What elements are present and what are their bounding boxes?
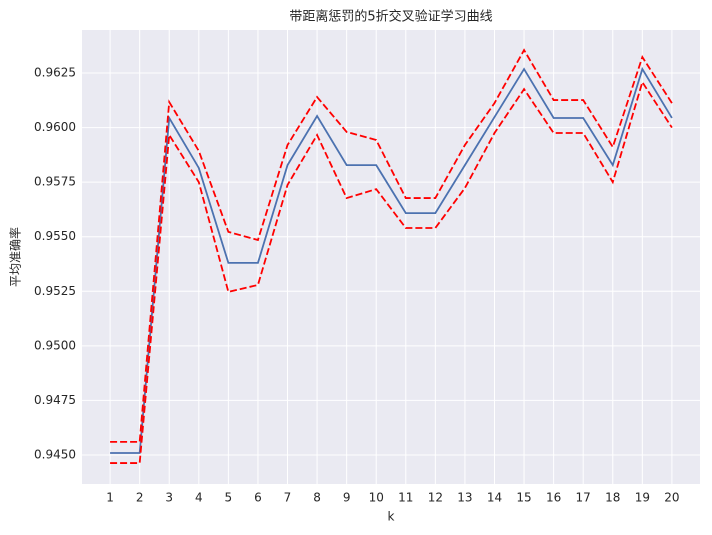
x-tick-label: 3: [165, 491, 173, 505]
y-tick-label: 0.9625: [34, 65, 76, 79]
x-tick-label: 5: [225, 491, 233, 505]
x-tick-label: 19: [635, 491, 650, 505]
y-tick-label: 0.9600: [34, 120, 76, 134]
series-line: [110, 80, 673, 464]
x-tick-label: 2: [136, 491, 144, 505]
x-tick-label: 13: [457, 491, 472, 505]
y-axis-label: 平均准确率: [8, 227, 23, 287]
series-line: [110, 66, 673, 454]
y-tick-label: 0.9550: [34, 229, 76, 243]
x-tick-label: 14: [487, 491, 502, 505]
x-tick-label: 18: [605, 491, 620, 505]
y-tick-label: 0.9575: [34, 175, 76, 189]
plot-area: [82, 30, 700, 484]
y-tick-label: 0.9525: [34, 284, 76, 298]
x-tick-label: 9: [343, 491, 351, 505]
x-tick-label: 15: [516, 491, 531, 505]
y-tick-label: 0.9475: [34, 393, 76, 407]
y-tick-label: 0.9450: [34, 447, 76, 461]
x-tick-label: 16: [546, 491, 561, 505]
y-tick-label: 0.9500: [34, 338, 76, 352]
x-tick-label: 20: [664, 491, 679, 505]
x-tick-label: 17: [576, 491, 591, 505]
x-tick-label: 12: [428, 491, 443, 505]
x-tick-label: 6: [254, 491, 262, 505]
x-tick-label: 4: [195, 491, 203, 505]
series-line: [110, 48, 673, 443]
x-tick-label: 11: [398, 491, 413, 505]
x-tick-label: 1: [106, 491, 114, 505]
x-axis-label: k: [388, 510, 395, 524]
chart-title: 带距离惩罚的5折交叉验证学习曲线: [289, 9, 492, 25]
x-tick-label: 7: [284, 491, 292, 505]
x-tick-label: 10: [369, 491, 384, 505]
x-tick-label: 8: [313, 491, 321, 505]
